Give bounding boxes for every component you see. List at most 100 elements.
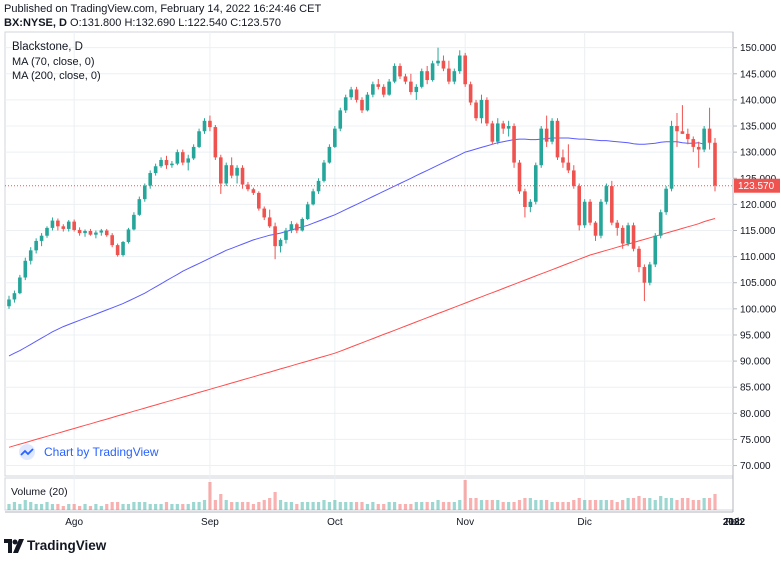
- volume-bar: [278, 500, 283, 510]
- watermark: Chart by TradingView: [16, 444, 159, 460]
- candle-body: [23, 260, 28, 278]
- volume-bar: [284, 502, 288, 510]
- volume-bar: [18, 504, 22, 510]
- price-tick-label: 130.000: [740, 148, 777, 159]
- volume-bar: [469, 498, 473, 510]
- watermark-text: Chart by TradingView: [44, 445, 159, 459]
- volume-bar: [78, 506, 82, 510]
- candle-body: [626, 225, 630, 244]
- volume-bar: [610, 500, 614, 510]
- volume-bar: [387, 502, 391, 510]
- volume-bar: [637, 496, 641, 510]
- volume-bar: [463, 480, 467, 510]
- volume-bar: [12, 502, 17, 510]
- volume-bar: [664, 498, 668, 510]
- candle-body: [110, 235, 114, 246]
- candle-body: [28, 250, 33, 261]
- candle-body: [137, 199, 142, 215]
- volume-bar: [175, 504, 179, 510]
- volume-bar: [501, 502, 505, 510]
- candle-body: [452, 71, 457, 82]
- candle-body: [202, 120, 207, 132]
- volume-bar: [403, 504, 408, 510]
- volume-bar: [251, 504, 255, 510]
- candle-body: [381, 86, 386, 95]
- candle-body: [142, 185, 147, 200]
- price-tick-label: 85.000: [740, 383, 771, 394]
- volume-bar: [474, 498, 478, 510]
- volume-bar: [56, 504, 60, 510]
- candle-body: [392, 65, 397, 82]
- candle-body: [262, 208, 267, 218]
- legend-title: Blackstone, D: [12, 41, 83, 53]
- volume-bar: [566, 502, 570, 510]
- candle-body: [658, 212, 663, 236]
- candle-body: [593, 222, 598, 236]
- volume-bar: [39, 504, 44, 510]
- candle-body: [610, 186, 614, 223]
- candle-body: [648, 264, 652, 283]
- price-tick-label: 80.000: [740, 409, 771, 420]
- volume-bar: [392, 502, 397, 510]
- volume-bar: [496, 500, 500, 510]
- price-tick-label: 145.000: [740, 69, 777, 80]
- volume-bar: [197, 502, 201, 510]
- candle-body: [208, 120, 212, 128]
- candle-body: [213, 127, 218, 158]
- footer-logo-text: TradingView: [27, 538, 107, 553]
- volume-bar: [621, 500, 625, 510]
- candle-body: [555, 120, 560, 158]
- volume-bar: [441, 502, 446, 510]
- candle-body: [289, 224, 294, 231]
- candle-body: [599, 201, 603, 236]
- volume-bar: [186, 504, 190, 510]
- time-tick-label: Feb: [725, 517, 743, 528]
- candle-body: [544, 128, 549, 142]
- volume-bar: [306, 502, 310, 510]
- candle-body: [12, 293, 17, 300]
- candle-body: [316, 180, 321, 192]
- price-tick-label: 90.000: [740, 357, 771, 368]
- candle-body: [425, 71, 429, 81]
- volume-bar: [702, 498, 706, 510]
- volume-bar: [588, 500, 592, 510]
- volume-bar: [398, 504, 402, 510]
- volume-bar: [219, 494, 223, 510]
- volume-bar: [29, 502, 33, 510]
- candle-body: [637, 248, 641, 268]
- volume-bar: [512, 502, 516, 510]
- volume-bar: [436, 500, 440, 510]
- candle-body: [398, 65, 402, 77]
- candle-body: [360, 99, 364, 111]
- candle-body: [300, 219, 305, 231]
- volume-bar: [327, 502, 332, 510]
- candle-body: [566, 162, 571, 171]
- candle-body: [582, 201, 587, 226]
- volume-bar: [164, 502, 169, 510]
- volume-bar: [528, 498, 532, 510]
- candle-body: [229, 165, 234, 176]
- volume-bar: [452, 502, 456, 510]
- candle-body: [94, 232, 98, 235]
- volume-bar: [61, 506, 65, 510]
- volume-bar: [697, 500, 701, 510]
- ohlc-values: O:131.800 H:132.690 L:122.540 C:123.570: [70, 17, 282, 29]
- volume-bar: [202, 500, 207, 510]
- candle-body: [121, 241, 125, 256]
- volume-bar: [534, 500, 538, 510]
- candle-body: [343, 97, 348, 111]
- volume-bar: [409, 504, 413, 510]
- volume-bar: [137, 502, 141, 510]
- price-tick-label: 150.000: [740, 43, 777, 54]
- candle-body: [620, 227, 625, 244]
- volume-bar: [507, 502, 511, 510]
- volume-bar: [72, 504, 76, 510]
- volume-bar: [376, 504, 380, 510]
- volume-bar: [458, 500, 462, 510]
- volume-bar: [593, 500, 598, 510]
- candle-body: [219, 157, 223, 184]
- volume-bar: [555, 502, 560, 510]
- legend-ma200: MA (200, close, 0): [12, 70, 101, 82]
- time-tick-label: Sep: [201, 517, 219, 528]
